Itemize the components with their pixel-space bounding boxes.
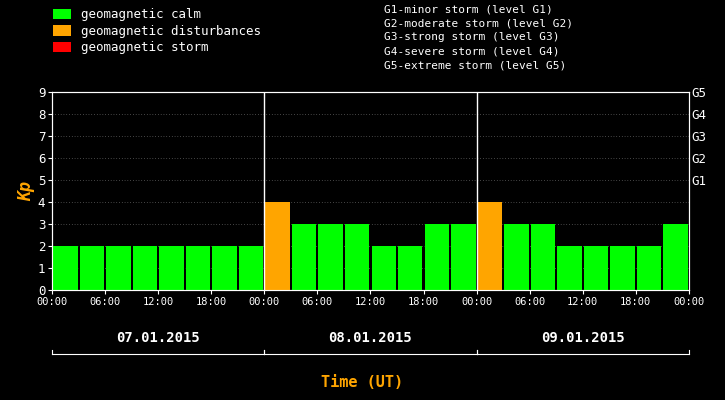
- Bar: [610, 246, 634, 290]
- Bar: [292, 224, 316, 290]
- Bar: [186, 246, 210, 290]
- Bar: [637, 246, 661, 290]
- Bar: [318, 224, 343, 290]
- Bar: [504, 224, 529, 290]
- Bar: [425, 224, 449, 290]
- Bar: [53, 246, 78, 290]
- Y-axis label: Kp: Kp: [17, 181, 35, 201]
- Text: 09.01.2015: 09.01.2015: [541, 331, 624, 345]
- Bar: [265, 202, 290, 290]
- Bar: [212, 246, 237, 290]
- Bar: [531, 224, 555, 290]
- Bar: [133, 246, 157, 290]
- Bar: [398, 246, 423, 290]
- Legend: geomagnetic calm, geomagnetic disturbances, geomagnetic storm: geomagnetic calm, geomagnetic disturbanc…: [54, 8, 261, 54]
- Bar: [345, 224, 370, 290]
- Bar: [584, 246, 608, 290]
- Bar: [478, 202, 502, 290]
- Bar: [663, 224, 688, 290]
- Text: 08.01.2015: 08.01.2015: [328, 331, 413, 345]
- Bar: [558, 246, 581, 290]
- Text: 07.01.2015: 07.01.2015: [117, 331, 200, 345]
- Bar: [451, 224, 476, 290]
- Bar: [371, 246, 396, 290]
- Bar: [80, 246, 104, 290]
- Bar: [160, 246, 183, 290]
- Text: G1-minor storm (level G1)
G2-moderate storm (level G2)
G3-strong storm (level G3: G1-minor storm (level G1) G2-moderate st…: [384, 4, 573, 70]
- Bar: [239, 246, 263, 290]
- Bar: [107, 246, 130, 290]
- Text: Time (UT): Time (UT): [321, 375, 404, 390]
